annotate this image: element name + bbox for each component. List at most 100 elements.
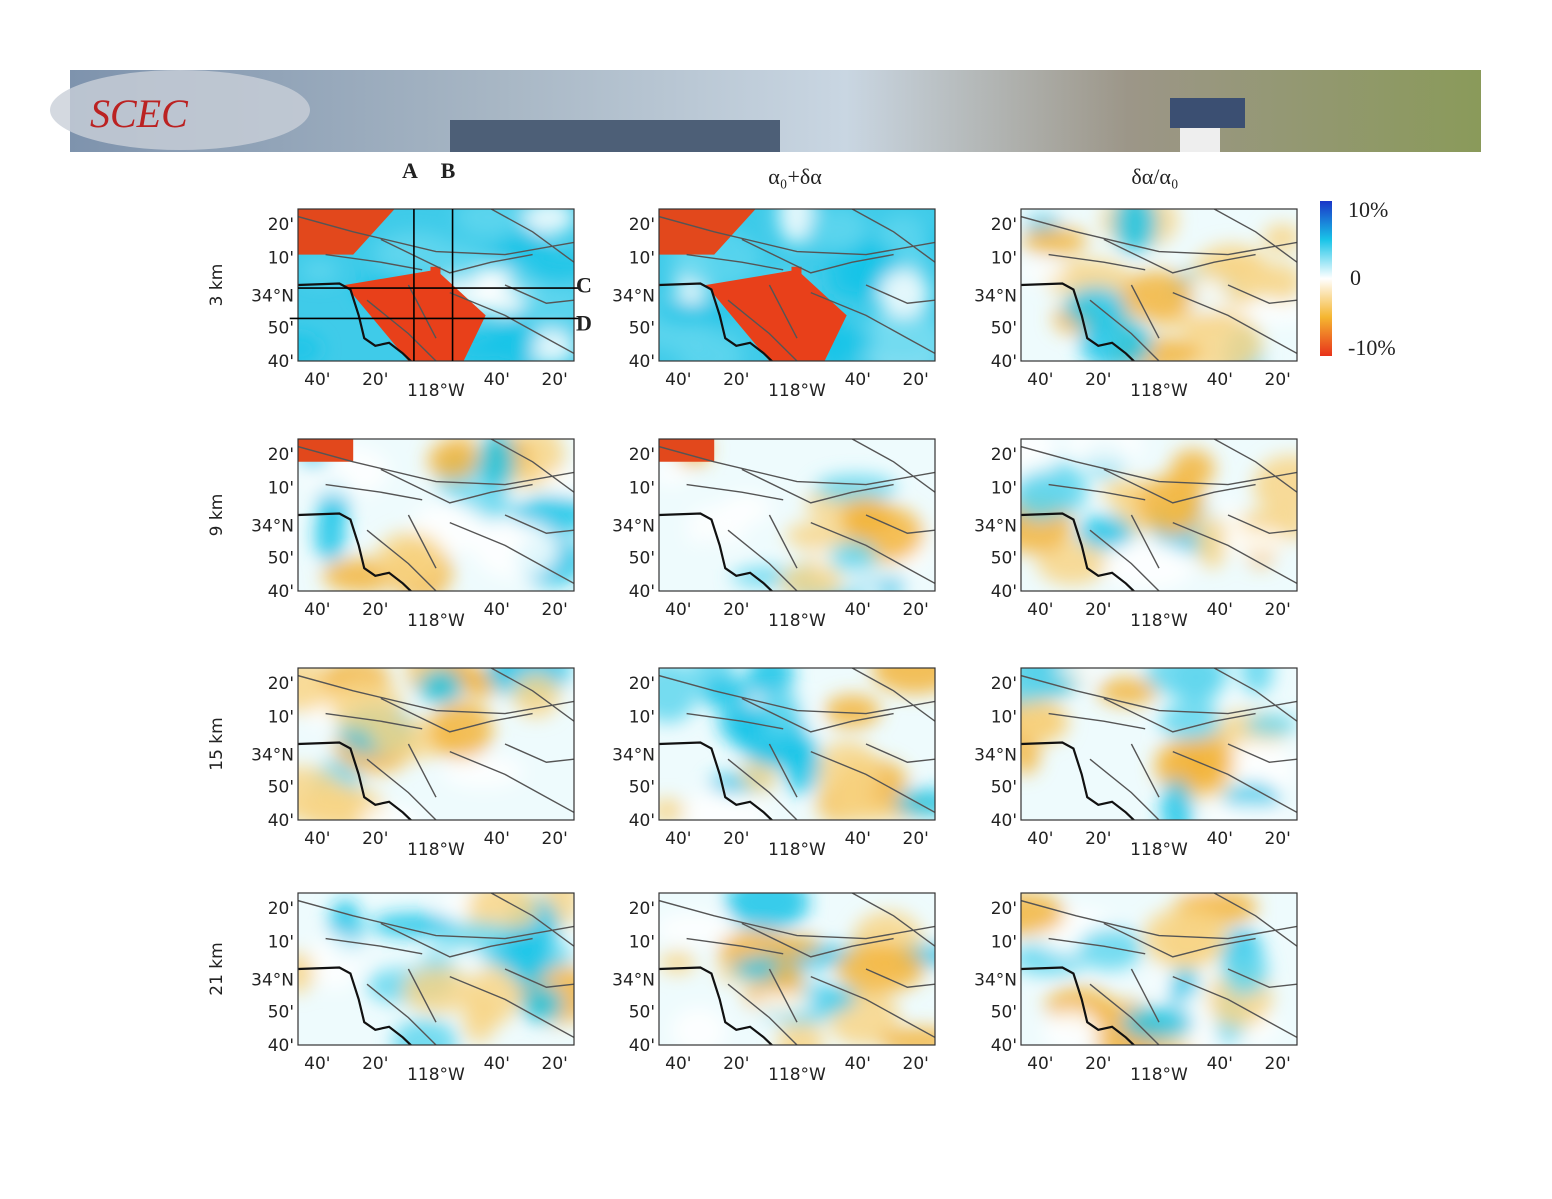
- anomaly: [477, 439, 516, 494]
- fault: [1130, 514, 1160, 569]
- coastline: [298, 966, 413, 1045]
- anomaly: [1021, 261, 1067, 282]
- x-tick-label: 40': [304, 600, 330, 620]
- fault: [1089, 299, 1160, 361]
- fault: [504, 968, 574, 988]
- fault: [865, 968, 935, 988]
- y-tick-label: 40': [991, 582, 1017, 602]
- map-panel: [298, 209, 574, 361]
- fault: [1227, 968, 1297, 988]
- anomaly: [1055, 668, 1099, 681]
- fault: [490, 668, 574, 722]
- fault: [865, 743, 935, 763]
- fault: [686, 483, 784, 501]
- x-tick-label: 20': [362, 829, 388, 849]
- fault: [407, 284, 437, 339]
- anomaly: [541, 470, 574, 492]
- fault: [810, 291, 935, 355]
- y-tick-label: 20': [991, 674, 1017, 694]
- x-tick-label: 40': [484, 829, 510, 849]
- x-tick-label: 20': [723, 370, 749, 390]
- y-tick-label: 34°N: [974, 971, 1017, 991]
- y-tick-label: 50': [629, 549, 655, 569]
- anomaly: [1161, 778, 1193, 820]
- coastline: [298, 512, 413, 591]
- y-tick-label: 34°N: [612, 287, 655, 307]
- coastline: [659, 282, 774, 361]
- y-tick-label: 40': [991, 352, 1017, 372]
- y-tick-label: 20': [991, 899, 1017, 919]
- x-tick-label: 20': [903, 829, 929, 849]
- anomaly: [779, 564, 844, 591]
- fault: [686, 937, 784, 955]
- anomaly: [299, 259, 340, 283]
- x-tick-label: 40': [1207, 600, 1233, 620]
- anomaly: [778, 209, 815, 245]
- anomaly: [1021, 668, 1059, 706]
- x-tick-label: 20': [1085, 829, 1111, 849]
- x-tick-label: 40': [1027, 370, 1053, 390]
- x-tick-label: 118°W: [407, 611, 465, 631]
- y-tick-label: 20': [629, 899, 655, 919]
- x-tick-label: 20': [903, 600, 929, 620]
- colorbar: 10% 0 -10%: [1320, 197, 1396, 360]
- fault: [686, 712, 784, 730]
- fault: [504, 514, 574, 534]
- x-tick-label: 40': [484, 370, 510, 390]
- anomaly: [429, 700, 493, 760]
- x-tick-label: 20': [542, 370, 568, 390]
- frame: [658, 438, 936, 592]
- y-tick-label: 20': [629, 674, 655, 694]
- y-tick-label: 34°N: [612, 746, 655, 766]
- anomaly: [1195, 517, 1229, 569]
- y-tick-label: 10': [991, 933, 1017, 953]
- x-tick-label: 20': [1085, 370, 1111, 390]
- anomalies: [1021, 668, 1297, 820]
- fault: [1103, 238, 1256, 274]
- x-tick-label: 20': [362, 370, 388, 390]
- fault: [865, 284, 935, 304]
- fault: [659, 445, 935, 486]
- anomaly: [1179, 732, 1235, 791]
- anomaly: [1120, 270, 1195, 320]
- x-tick-label: 40': [1207, 829, 1233, 849]
- y-tick-label: 10': [629, 708, 655, 728]
- y-tick-label: 50': [991, 1003, 1017, 1023]
- fault: [1172, 975, 1297, 1039]
- frame: [658, 892, 936, 1046]
- map-panel: [659, 209, 935, 361]
- fault: [727, 529, 798, 591]
- anomaly: [871, 668, 935, 695]
- x-tick-label: 118°W: [1130, 611, 1188, 631]
- fault: [325, 253, 423, 271]
- fault: [298, 445, 574, 486]
- fault: [659, 899, 935, 940]
- anomaly: [455, 209, 527, 238]
- map-panel: [659, 439, 935, 591]
- coastline: [1021, 282, 1136, 361]
- anomaly: [1253, 455, 1297, 517]
- anomaly: [1263, 223, 1297, 253]
- frame: [1020, 438, 1298, 592]
- fault: [1089, 529, 1160, 591]
- fault: [490, 209, 574, 263]
- banner: SCEC: [50, 70, 1481, 152]
- x-tick-label: 118°W: [768, 381, 826, 401]
- fault: [380, 238, 533, 274]
- x-tick-label: 40': [665, 600, 691, 620]
- map-panel: [1021, 668, 1297, 820]
- anomalies: [659, 893, 935, 1045]
- fault: [407, 743, 437, 798]
- y-tick-label: 40': [629, 1036, 655, 1056]
- fault: [325, 483, 423, 501]
- anomaly: [427, 439, 478, 482]
- fault: [1048, 712, 1146, 730]
- x-tick-label: 118°W: [407, 1065, 465, 1085]
- anomaly: [384, 232, 436, 272]
- anomaly: [431, 922, 519, 950]
- anomaly: [375, 531, 446, 588]
- y-tick-label: 20': [991, 445, 1017, 465]
- profile-label: B: [441, 158, 456, 183]
- anomaly: [1042, 1010, 1100, 1045]
- fault: [298, 899, 574, 940]
